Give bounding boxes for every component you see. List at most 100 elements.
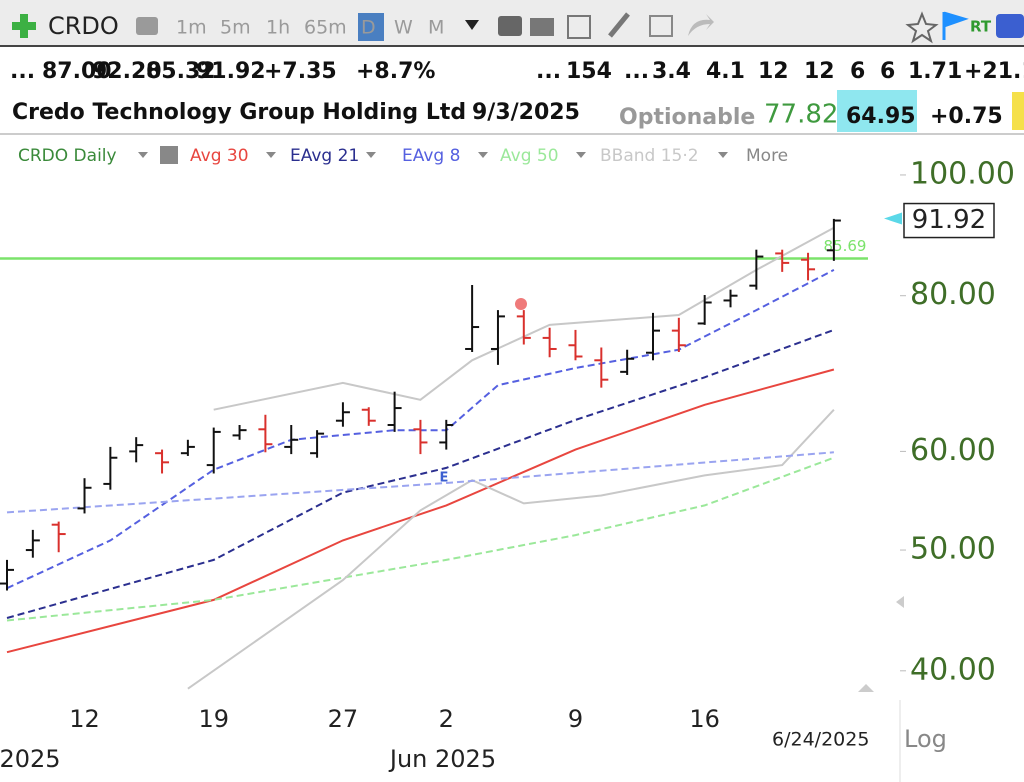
header-value-a: 77.82 (764, 100, 838, 130)
price-bar (103, 446, 118, 490)
period-label: Jun 2025 (388, 745, 496, 773)
price-bar (361, 407, 376, 426)
quote-field: ... (536, 59, 561, 84)
period-label: 2025 (0, 745, 61, 773)
pen-icon[interactable] (608, 12, 630, 38)
s-button[interactable] (996, 14, 1024, 38)
optionable: Optionable (619, 105, 755, 130)
alert-dot[interactable] (515, 298, 527, 310)
y-tick-label: 50.00 (910, 532, 996, 567)
interval[interactable]: 1h (266, 17, 290, 39)
grid-icon[interactable] (567, 15, 591, 39)
indicator-line (6, 368, 835, 654)
interval[interactable]: 5m (220, 17, 251, 39)
quote-field: 87.00 (42, 59, 112, 84)
y-tick-label: 60.00 (910, 433, 996, 468)
legend-entry[interactable]: BBand 15·2 (600, 146, 699, 166)
x-tick-label: 19 (198, 705, 229, 733)
price-bar (180, 439, 195, 456)
interval[interactable]: W (394, 17, 413, 39)
interval[interactable]: 1m (176, 17, 207, 39)
more[interactable]: More (746, 146, 788, 166)
header-change: +0.75 (930, 104, 1003, 129)
star-icon[interactable] (905, 11, 939, 44)
flag-icon[interactable] (942, 11, 969, 40)
y-tick-label: 100.00 (910, 156, 1015, 191)
legend-entry[interactable]: EAvg 21 (290, 146, 359, 166)
legend-entry[interactable]: EAvg 8 (402, 146, 460, 166)
price-bar (723, 289, 738, 308)
price-bar (25, 529, 40, 558)
note-icon[interactable] (649, 15, 673, 37)
indicator-line (6, 456, 835, 622)
overlays (6, 226, 835, 690)
price-bar (387, 391, 402, 432)
legend-entry[interactable]: Avg 30 (190, 146, 249, 166)
x-tick-label: 2 (439, 705, 454, 733)
price-bar (284, 424, 299, 455)
dropdown[interactable] (366, 152, 376, 158)
dropdown[interactable] (718, 152, 728, 158)
quote-field: 92.20 (92, 59, 162, 84)
quote-field: +7.35 (264, 59, 337, 84)
chart-title[interactable]: CRDO Daily (18, 146, 117, 166)
cursor-date: 6/24/2025 (772, 729, 869, 751)
share-icon[interactable] (688, 14, 714, 36)
scale-mode[interactable]: Log (904, 725, 947, 753)
grid-toggle[interactable] (160, 146, 178, 164)
bar-type-icon[interactable] (498, 16, 522, 36)
price-bar (775, 249, 790, 272)
quote-field: 6 (850, 59, 865, 84)
price-bar (542, 327, 557, 358)
interval[interactable]: D (361, 17, 376, 39)
price-bar (646, 312, 660, 361)
legend-entry[interactable]: Avg 50 (500, 146, 559, 166)
price-bar (413, 419, 428, 455)
symbol[interactable]: CRDO (48, 12, 119, 40)
interval[interactable]: 65m (304, 17, 347, 39)
quote-field: 12 (758, 59, 789, 84)
price-bar (51, 521, 66, 553)
chart-icon[interactable] (530, 18, 554, 36)
x-tick-label: 9 (568, 705, 583, 733)
quote-field: +8.7% (356, 59, 435, 84)
price-bar (155, 449, 170, 474)
quote-field: 85.32 (146, 59, 216, 84)
quote-field: 3.4 (652, 59, 691, 84)
last-price: 91.92 (912, 205, 986, 235)
interval[interactable]: M (428, 17, 444, 39)
dropdown[interactable] (478, 152, 488, 158)
price-bar (310, 430, 325, 458)
price-bar (335, 402, 350, 427)
header-value-b: 64.95 (846, 104, 916, 129)
last-price-arrow (884, 212, 902, 225)
earnings-marker[interactable]: E (440, 471, 449, 486)
quote-field: 91.92 (196, 59, 266, 84)
realtime: RT (970, 18, 992, 36)
quote-field: ... (624, 59, 649, 84)
price-bar (594, 347, 609, 388)
scroll-up[interactable] (858, 684, 874, 692)
quote-field: 4.1 (706, 59, 745, 84)
dropdown[interactable] (465, 20, 479, 30)
last-price-box (903, 202, 995, 239)
price-bar (568, 329, 583, 361)
scroll-left[interactable] (896, 596, 904, 608)
indicator-line (213, 226, 835, 411)
level-label: 85.69 (824, 237, 867, 255)
price-bar (826, 218, 841, 261)
price-bar (129, 437, 144, 463)
add-button[interactable] (12, 14, 36, 38)
dropdown[interactable] (138, 152, 148, 158)
indicator-line (6, 328, 835, 619)
highlight (837, 90, 917, 132)
price-bar (465, 284, 480, 352)
print-icon[interactable] (136, 17, 158, 35)
y-tick-label: 40.00 (910, 652, 996, 687)
dropdown[interactable] (266, 152, 276, 158)
price-bar (439, 419, 454, 450)
dropdown[interactable] (576, 152, 586, 158)
price-bar (206, 427, 221, 474)
